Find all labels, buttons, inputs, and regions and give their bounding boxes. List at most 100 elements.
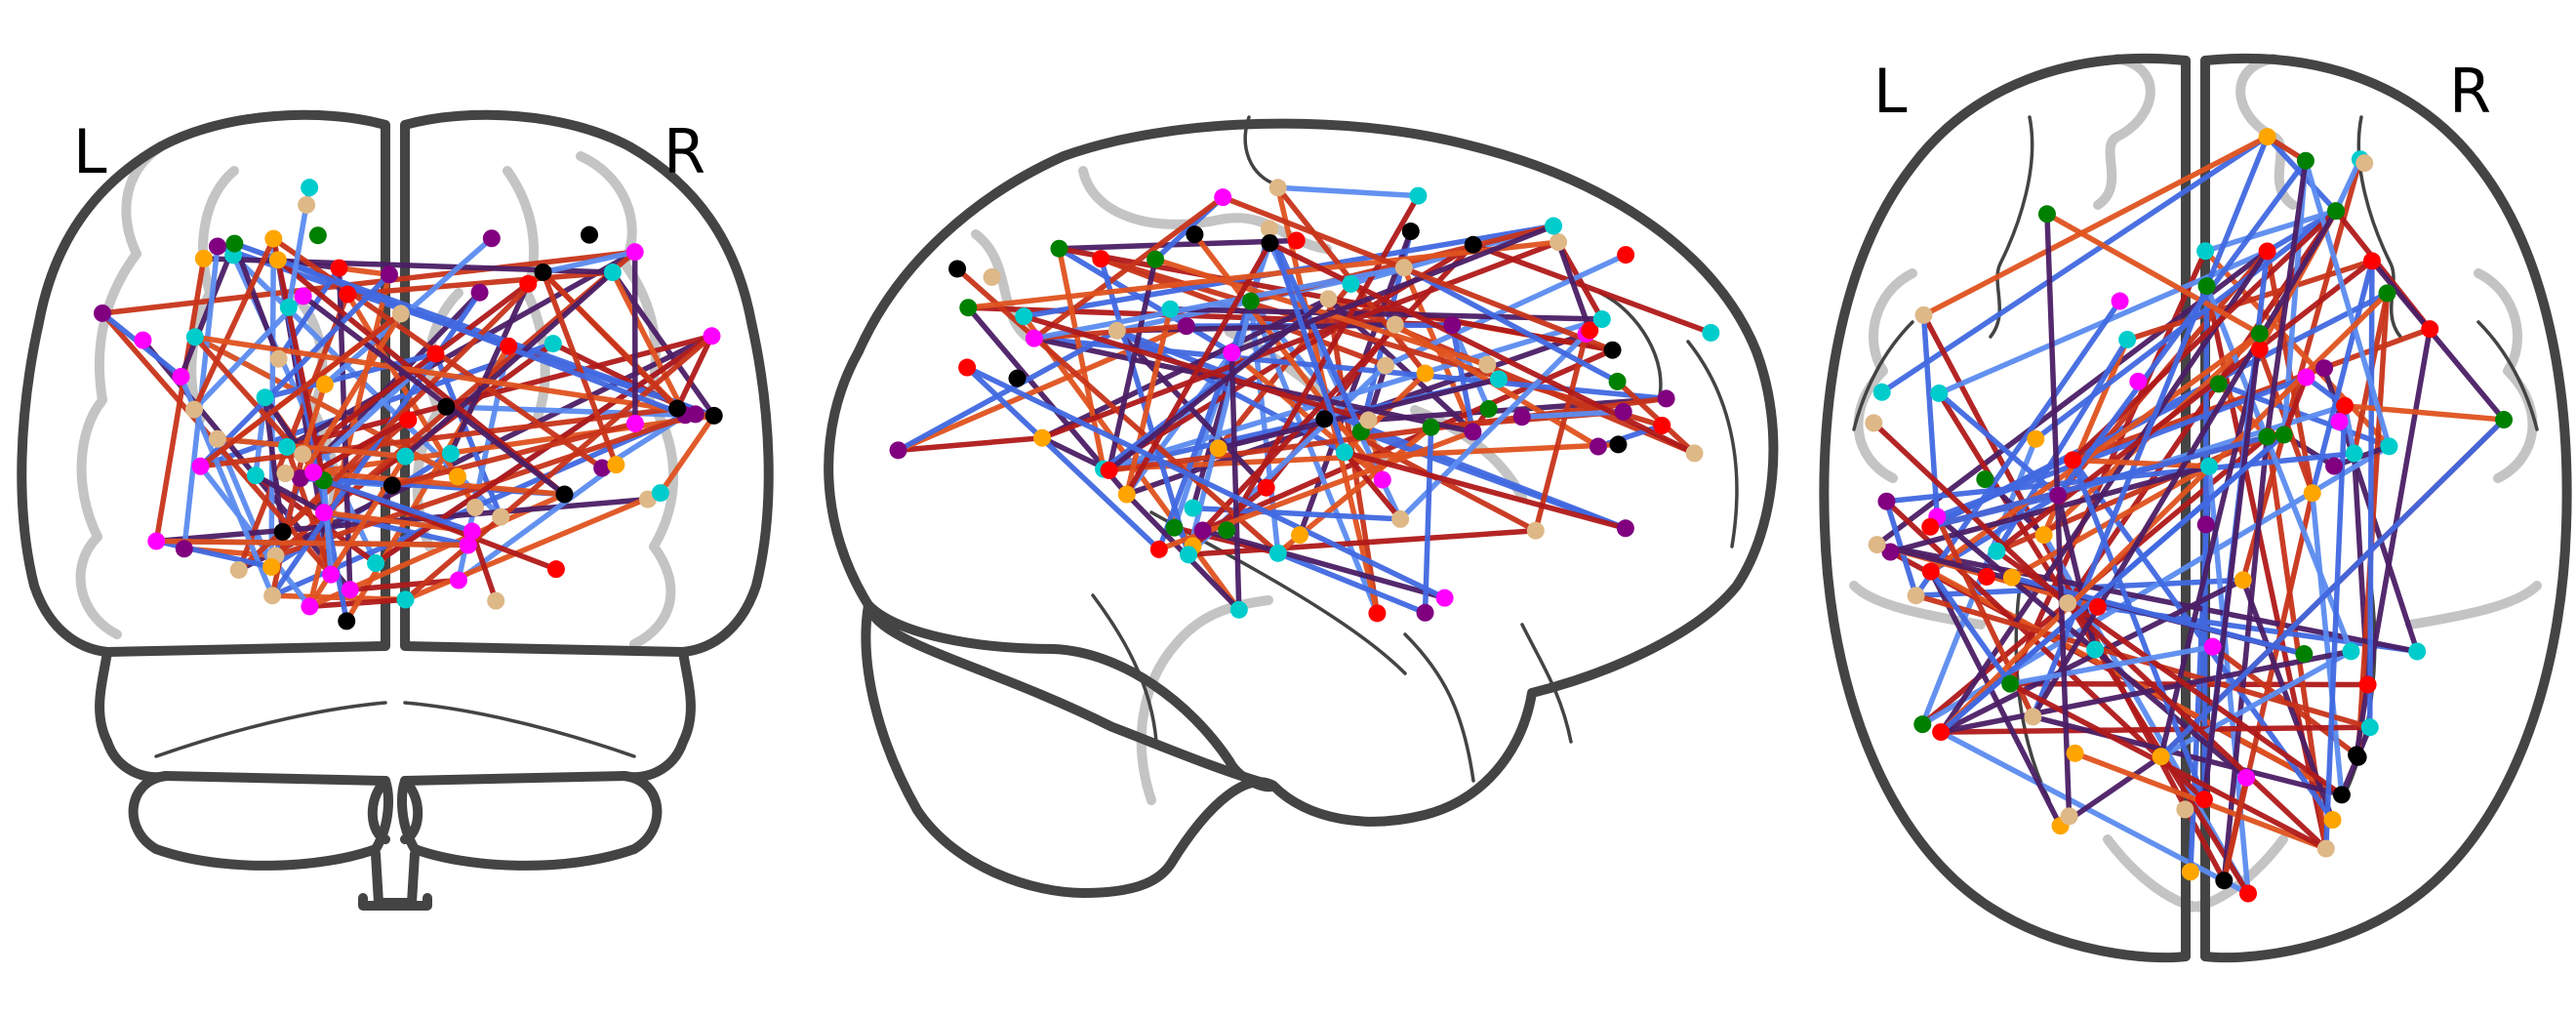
brain-node <box>225 234 244 253</box>
brain-node <box>1589 437 1607 456</box>
brain-node <box>1177 317 1195 336</box>
brain-node <box>263 587 282 605</box>
brain-node <box>1872 383 1891 401</box>
brain-node <box>134 331 152 349</box>
brain-node <box>1165 518 1184 537</box>
brain-node <box>1416 603 1434 622</box>
connection-edge <box>300 382 328 458</box>
connection-edge <box>1342 449 1403 522</box>
connection-edge <box>674 333 715 412</box>
brain-node <box>278 437 297 456</box>
connection-edge <box>197 271 392 469</box>
brain-node <box>2088 597 2107 616</box>
brain-node <box>1373 470 1391 489</box>
sagittal-connections <box>895 184 1714 617</box>
brain-node <box>2325 457 2344 475</box>
connection-edge <box>153 538 471 548</box>
brain-node <box>399 411 418 429</box>
brain-node <box>2378 284 2396 303</box>
connection-edge <box>2323 403 2348 852</box>
connection-edge <box>1106 256 1158 473</box>
brain-node <box>2250 340 2269 358</box>
brain-node <box>1161 300 1180 318</box>
connection-edge <box>270 235 327 484</box>
brain-node <box>1386 315 1404 334</box>
brain-node <box>298 195 316 214</box>
brain-node <box>2250 324 2269 343</box>
brain-node <box>983 267 1001 286</box>
connection-edge <box>321 477 334 578</box>
brain-node <box>194 249 213 267</box>
connection-edge <box>2201 283 2210 802</box>
brain-node <box>338 612 356 630</box>
brain-node <box>294 287 312 305</box>
brain-node <box>1218 521 1236 540</box>
connection-edge <box>236 291 351 573</box>
brain-node <box>2059 593 2077 612</box>
brain-node <box>1592 310 1611 329</box>
brain-node <box>958 358 977 377</box>
connection-edge <box>2157 346 2263 759</box>
brain-node <box>2303 484 2321 503</box>
brain-node <box>2408 642 2427 661</box>
brain-node <box>2037 205 2056 223</box>
brain-node <box>593 459 612 477</box>
brain-node <box>1913 715 1932 734</box>
connection-edge <box>275 264 342 362</box>
brain-node <box>1914 305 1933 324</box>
brain-node <box>959 299 978 317</box>
connection-edge <box>965 239 1561 310</box>
connection-edge <box>1555 239 1593 334</box>
connection-edge <box>540 249 638 275</box>
brain-node <box>465 499 484 517</box>
brain-node <box>1921 562 1940 581</box>
connection-edge <box>1228 349 1242 613</box>
brain-node <box>1581 321 1599 340</box>
brain-node <box>1526 521 1545 540</box>
connection-edge <box>310 469 568 498</box>
brain-node <box>463 522 481 541</box>
brain-node <box>2315 359 2334 378</box>
brain-node <box>1881 543 1900 561</box>
brain-node <box>426 345 445 363</box>
brain-node <box>304 463 323 481</box>
brain-node <box>1184 499 1202 517</box>
connection-edge <box>402 269 616 460</box>
brain-node <box>470 283 489 302</box>
brain-node <box>1335 443 1353 462</box>
connection-edge <box>1938 648 2355 735</box>
sagittal-outline <box>824 115 1779 898</box>
brain-node <box>382 476 401 495</box>
connection-edge <box>262 350 439 401</box>
connection-edge <box>1422 424 1434 616</box>
connection-edge <box>2070 457 2207 802</box>
connection-edge <box>231 240 282 362</box>
brain-node <box>500 337 518 355</box>
connection-edge <box>2044 211 2263 337</box>
connection-edge <box>2055 157 2309 499</box>
brain-node <box>1315 410 1334 428</box>
connection-edge <box>178 240 238 380</box>
brain-node <box>1603 341 1622 359</box>
connection-edge <box>1274 184 1422 199</box>
connection-edge <box>1614 379 1698 457</box>
connection-edge <box>2364 326 2433 688</box>
brain-node <box>147 532 166 550</box>
connection-edge <box>2221 775 2249 883</box>
connection-edge <box>253 472 327 515</box>
brain-node <box>301 179 319 197</box>
connection-edge <box>1228 223 1556 356</box>
brain-node <box>668 399 687 418</box>
brain-node <box>229 560 248 579</box>
connection-edge <box>1297 228 1414 538</box>
connection-edge <box>1938 290 2391 735</box>
brain-node <box>1241 292 1260 310</box>
brain-node <box>2421 320 2439 339</box>
brain-node <box>1015 307 1033 326</box>
brain-node <box>2234 571 2252 589</box>
brain-node <box>208 429 226 448</box>
connection-edge <box>1938 431 2287 735</box>
brain-node <box>1921 517 1940 536</box>
brain-node <box>276 465 295 483</box>
brain-node <box>308 226 327 245</box>
